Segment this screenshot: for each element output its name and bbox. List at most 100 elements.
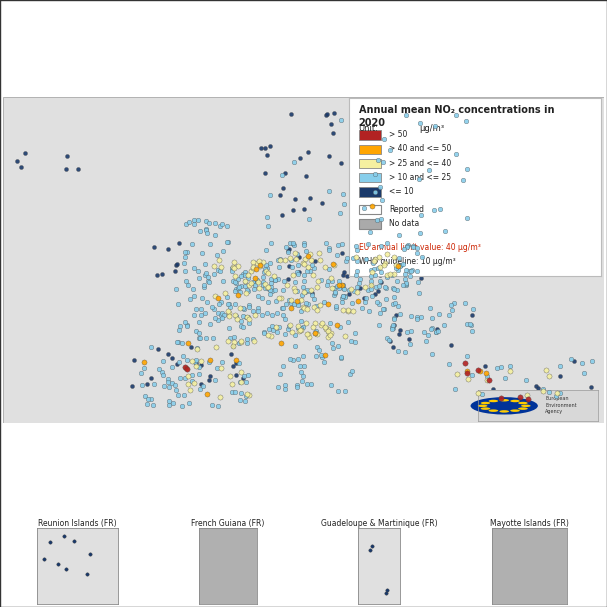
Point bbox=[210, 375, 220, 385]
Point bbox=[492, 364, 502, 373]
Point bbox=[464, 374, 473, 384]
Point bbox=[152, 270, 162, 280]
Point bbox=[266, 274, 276, 283]
Point bbox=[376, 214, 386, 224]
Point bbox=[327, 337, 337, 347]
Point bbox=[371, 282, 381, 291]
Point bbox=[388, 283, 398, 293]
Point bbox=[270, 275, 279, 285]
Point bbox=[324, 264, 334, 274]
Point bbox=[325, 330, 334, 340]
Point bbox=[379, 126, 389, 135]
Point bbox=[294, 354, 304, 364]
Point bbox=[405, 271, 415, 280]
Point bbox=[258, 280, 268, 290]
Point bbox=[255, 260, 265, 270]
Point bbox=[200, 259, 209, 269]
Point bbox=[338, 189, 348, 199]
Point bbox=[402, 248, 412, 257]
Point bbox=[374, 253, 384, 262]
Point bbox=[426, 198, 435, 208]
Point bbox=[328, 344, 337, 353]
Point bbox=[231, 277, 240, 287]
Point bbox=[459, 169, 469, 179]
Point bbox=[473, 365, 483, 375]
Point bbox=[395, 262, 404, 271]
Point bbox=[279, 285, 288, 295]
Point bbox=[382, 270, 392, 280]
Point bbox=[429, 205, 438, 215]
Point bbox=[192, 344, 202, 354]
Point bbox=[182, 321, 192, 331]
Point bbox=[462, 213, 472, 223]
Point bbox=[339, 199, 348, 209]
Point bbox=[280, 255, 290, 265]
Point bbox=[262, 151, 272, 160]
Point bbox=[149, 242, 158, 252]
Point bbox=[211, 291, 220, 300]
Point bbox=[370, 256, 379, 265]
Point bbox=[391, 263, 401, 273]
Point bbox=[225, 302, 235, 312]
Point bbox=[441, 142, 451, 152]
Point bbox=[296, 325, 305, 334]
Point bbox=[225, 324, 234, 333]
Point bbox=[242, 389, 252, 399]
Point bbox=[353, 177, 362, 186]
Point bbox=[569, 356, 579, 365]
Point bbox=[293, 266, 302, 276]
Point bbox=[435, 204, 445, 214]
Point bbox=[289, 240, 299, 250]
Point bbox=[262, 212, 271, 222]
Point bbox=[361, 282, 370, 291]
Point bbox=[288, 240, 298, 249]
Point bbox=[248, 306, 257, 316]
Point bbox=[172, 259, 181, 269]
Point bbox=[228, 263, 237, 273]
Point bbox=[544, 387, 554, 396]
Point bbox=[417, 221, 427, 231]
Point bbox=[307, 290, 317, 300]
Point bbox=[442, 232, 452, 242]
Point bbox=[299, 239, 309, 248]
Point bbox=[351, 270, 361, 280]
Point bbox=[229, 263, 239, 273]
Point bbox=[140, 392, 150, 401]
Point bbox=[422, 239, 432, 249]
Point bbox=[283, 274, 293, 284]
Point bbox=[217, 308, 226, 318]
Point bbox=[297, 323, 307, 333]
Point bbox=[257, 293, 266, 303]
Point bbox=[202, 333, 211, 342]
Point bbox=[376, 277, 386, 287]
Point bbox=[248, 257, 258, 267]
Point bbox=[209, 334, 219, 344]
Point bbox=[427, 349, 437, 359]
Point bbox=[250, 280, 260, 290]
Point bbox=[314, 276, 324, 285]
Point bbox=[127, 381, 137, 391]
Point bbox=[354, 278, 364, 288]
Point bbox=[500, 373, 510, 382]
Point bbox=[451, 110, 461, 120]
Point bbox=[422, 157, 432, 167]
Point bbox=[460, 298, 470, 308]
Point bbox=[360, 297, 370, 307]
Point bbox=[155, 364, 164, 373]
Point bbox=[281, 299, 291, 309]
Point bbox=[163, 350, 173, 359]
Point bbox=[447, 305, 457, 315]
Point bbox=[541, 365, 551, 375]
Point bbox=[270, 285, 280, 294]
Point bbox=[401, 265, 410, 275]
Point bbox=[260, 266, 270, 276]
Point bbox=[231, 370, 240, 379]
Point bbox=[331, 302, 341, 311]
Point bbox=[187, 240, 197, 249]
Point bbox=[324, 186, 334, 196]
Point bbox=[388, 323, 398, 333]
Point bbox=[245, 314, 254, 324]
Point bbox=[347, 336, 356, 346]
Point bbox=[353, 185, 362, 195]
Point bbox=[339, 270, 348, 280]
